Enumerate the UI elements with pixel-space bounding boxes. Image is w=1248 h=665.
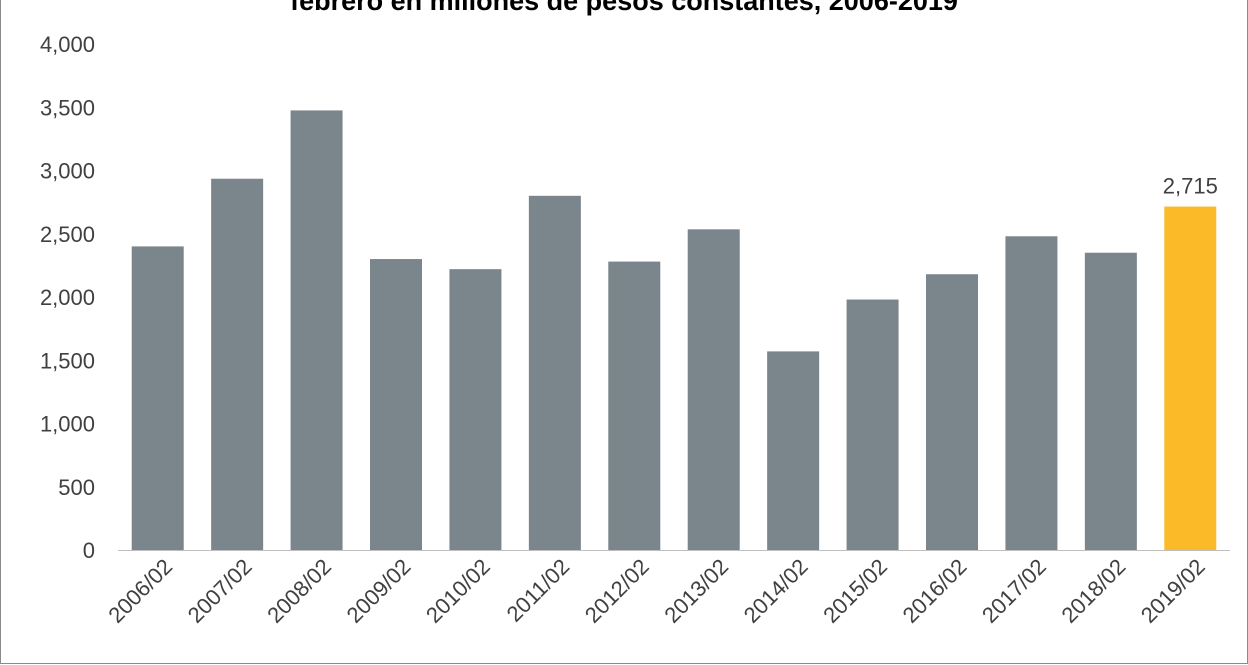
x-tick-label: 2011/02: [502, 554, 575, 627]
y-tick-label: 0: [83, 538, 95, 563]
x-tick-label: 2009/02: [342, 554, 416, 628]
x-tick-label: 2018/02: [1056, 554, 1130, 628]
x-tick-label: 2014/02: [739, 554, 813, 628]
bar: [211, 178, 264, 550]
bar: [290, 110, 343, 550]
bar: [846, 299, 899, 550]
y-tick-label: 3,500: [40, 95, 95, 120]
x-tick-label: 2007/02: [183, 554, 257, 628]
data-label: 2,715: [1163, 174, 1218, 199]
bar: [767, 351, 820, 550]
bar: [608, 261, 661, 550]
chart-title: febrero en millones de pesos constantes,…: [290, 0, 958, 16]
y-tick-label: 4,000: [40, 32, 95, 57]
x-tick-label: 2017/02: [977, 554, 1051, 628]
bar: [1084, 252, 1137, 550]
x-tick-label: 2010/02: [421, 554, 495, 628]
bar: [1164, 206, 1217, 551]
x-tick-label: 2019/02: [1136, 554, 1210, 628]
bar: [131, 246, 184, 550]
x-tick-label: 2008/02: [262, 554, 336, 628]
x-tick-label: 2015/02: [818, 554, 892, 628]
bar: [370, 259, 422, 550]
x-tick-label: 2012/02: [580, 554, 654, 628]
bar: [1005, 236, 1058, 550]
y-tick-label: 1,000: [40, 412, 95, 437]
x-tick-label: 2006/02: [103, 554, 177, 628]
bar: [926, 274, 978, 550]
bar: [528, 195, 581, 551]
y-tick-label: 2,500: [40, 222, 95, 247]
y-tick-label: 3,000: [40, 159, 95, 184]
y-tick-label: 500: [58, 475, 95, 500]
y-tick-label: 1,500: [40, 348, 95, 373]
bar: [687, 229, 740, 550]
bar: [449, 269, 502, 550]
x-tick-label: 2013/02: [659, 554, 733, 628]
x-tick-label: 2016/02: [898, 554, 972, 628]
y-tick-label: 2,000: [40, 285, 95, 310]
